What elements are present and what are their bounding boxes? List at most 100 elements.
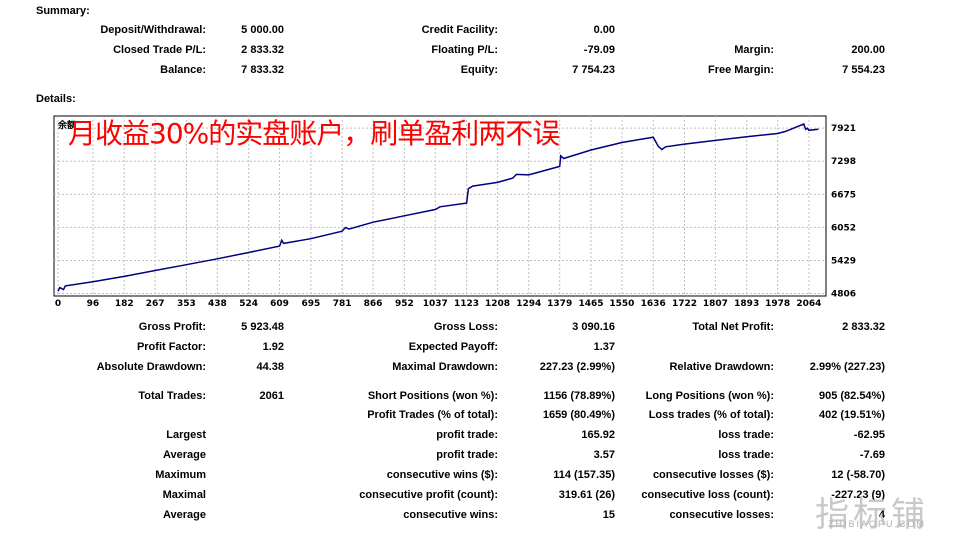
x-tick-label: 438 <box>208 299 227 309</box>
watermark-logo: 指标铺 <box>815 495 929 535</box>
max-losses-value: 12 (-58.70) <box>831 469 885 481</box>
y-tick-label: 6052 <box>831 223 856 233</box>
y-tick-label: 7298 <box>831 157 856 167</box>
loss-trades-label: Loss trades (% of total): <box>648 409 774 421</box>
equity-value: 7 754.23 <box>572 64 615 76</box>
y-tick-label: 6675 <box>831 190 856 200</box>
equity-label: Equity: <box>460 64 498 76</box>
floating-pl-label: Floating P/L: <box>431 44 498 56</box>
max-wins-value: 114 (157.35) <box>553 469 615 481</box>
free-margin-label: Free Margin: <box>707 64 774 76</box>
avg-profit-value: 3.57 <box>593 449 615 461</box>
x-tick-label: 1978 <box>765 299 790 309</box>
gross-loss-value: 3 090.16 <box>572 321 615 333</box>
summary-heading: Summary: <box>36 5 90 17</box>
y-tick-label: 5429 <box>831 256 856 266</box>
y-axis-ticks: 7921 7298 6675 6052 5429 4806 <box>831 124 856 299</box>
margin-label: Margin: <box>734 44 774 56</box>
x-tick-label: 1893 <box>734 299 759 309</box>
balance-value: 7 833.32 <box>241 64 284 76</box>
max-wins-label: consecutive wins ($): <box>386 469 498 481</box>
total-trades-value: 2061 <box>259 390 284 402</box>
max-drawdown-label: Maximal Drawdown: <box>392 361 498 373</box>
avg-loss-value: -7.69 <box>859 449 885 461</box>
largest-label: Largest <box>166 429 206 441</box>
abs-drawdown-label: Absolute Drawdown: <box>96 361 206 373</box>
x-tick-label: 1550 <box>609 299 634 309</box>
x-tick-label: 2064 <box>796 299 821 309</box>
rel-drawdown-label: Relative Drawdown: <box>669 361 774 373</box>
maximal-profit-value: 319.61 (26) <box>558 489 615 501</box>
x-tick-label: 1208 <box>485 299 510 309</box>
x-tick-label: 524 <box>239 299 258 309</box>
x-tick-label: 781 <box>333 299 352 309</box>
x-tick-label: 182 <box>115 299 134 309</box>
profit-factor-value: 1.92 <box>262 341 284 353</box>
max-drawdown-value: 227.23 (2.99%) <box>539 361 615 373</box>
maximal-profit-label: consecutive profit (count): <box>359 489 498 501</box>
margin-value: 200.00 <box>851 44 885 56</box>
y-tick-label: 7921 <box>831 124 856 134</box>
largest-profit-value: 165.92 <box>581 429 615 441</box>
avg-wins-value: 15 <box>602 509 615 521</box>
x-tick-label: 1465 <box>578 299 603 309</box>
credit-label: Credit Facility: <box>421 24 498 36</box>
x-tick-label: 695 <box>301 299 320 309</box>
avg-losses-label: consecutive losses: <box>669 509 774 521</box>
x-tick-label: 1037 <box>423 299 448 309</box>
profit-trades-label: Profit Trades (% of total): <box>367 409 498 421</box>
floating-pl-value: -79.09 <box>583 44 615 56</box>
long-positions-value: 905 (82.54%) <box>818 390 885 402</box>
short-positions-value: 1156 (78.89%) <box>543 390 615 402</box>
max-losses-label: consecutive losses ($): <box>652 469 774 481</box>
balance-label: Balance: <box>160 64 206 76</box>
x-axis-ticks: 0 96 182 267 353 438 524 609 695 781 866 952 1037 112… <box>55 299 822 309</box>
rel-drawdown-value: 2.99% (227.23) <box>809 361 885 373</box>
y-tick-label: 4806 <box>831 290 856 300</box>
profit-factor-label: Profit Factor: <box>136 341 206 353</box>
closed-pl-label: Closed Trade P/L: <box>113 44 206 56</box>
average2-label: Average <box>162 509 206 521</box>
avg-loss-label: loss trade: <box>718 449 774 461</box>
x-tick-label: 1722 <box>672 299 697 309</box>
maximal-loss-label: consecutive loss (count): <box>641 489 774 501</box>
maximum-label: Maximum <box>155 469 206 481</box>
short-positions-label: Short Positions (won %): <box>367 390 498 402</box>
largest-loss-label: loss trade: <box>718 429 774 441</box>
x-tick-label: 609 <box>270 299 289 309</box>
free-margin-value: 7 554.23 <box>842 64 885 76</box>
profit-trades-value: 1659 (80.49%) <box>542 409 615 421</box>
expected-payoff-value: 1.37 <box>593 341 615 353</box>
x-tick-label: 353 <box>177 299 196 309</box>
x-tick-label: 952 <box>395 299 414 309</box>
avg-wins-label: consecutive wins: <box>403 509 498 521</box>
largest-profit-label: profit trade: <box>436 429 498 441</box>
total-trades-label: Total Trades: <box>138 390 206 402</box>
long-positions-label: Long Positions (won %): <box>645 390 774 402</box>
chart-corner-label: 余额 <box>57 119 76 131</box>
maximal-label: Maximal <box>162 489 206 501</box>
gross-profit-value: 5 923.48 <box>241 321 284 333</box>
loss-trades-value: 402 (19.51%) <box>818 409 885 421</box>
x-tick-label: 1636 <box>641 299 666 309</box>
maximal-loss-value: -227.23 (9) <box>831 489 885 501</box>
x-tick-label: 866 <box>364 299 383 309</box>
closed-pl-value: 2 833.32 <box>241 44 284 56</box>
gross-profit-label: Gross Profit: <box>138 321 206 333</box>
x-tick-label: 96 <box>87 299 100 309</box>
x-tick-label: 1294 <box>516 299 541 309</box>
net-profit-value: 2 833.32 <box>842 321 885 333</box>
watermark-url: ZHIBIAOPU.COM <box>828 519 927 529</box>
abs-drawdown-value: 44.38 <box>256 361 284 373</box>
x-tick-label: 1379 <box>547 299 572 309</box>
deposit-value: 5 000.00 <box>241 24 284 36</box>
x-tick-label: 1123 <box>454 299 479 309</box>
net-profit-label: Total Net Profit: <box>692 321 774 333</box>
avg-profit-label: profit trade: <box>436 449 498 461</box>
balance-line <box>57 123 819 292</box>
x-tick-label: 0 <box>55 299 61 309</box>
x-tick-label: 267 <box>146 299 165 309</box>
x-tick-label: 1807 <box>703 299 728 309</box>
chart-grid <box>54 116 826 296</box>
